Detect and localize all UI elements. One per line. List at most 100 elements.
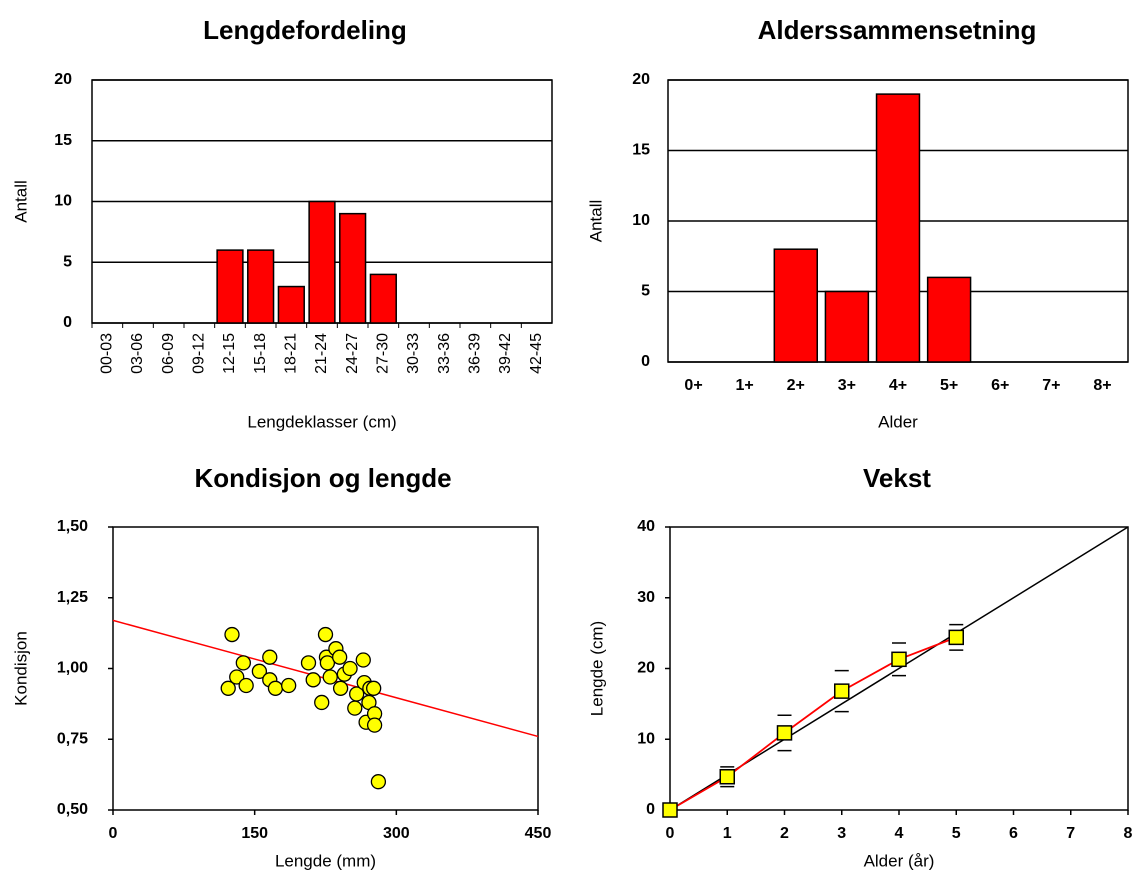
point — [251, 663, 268, 679]
x-tick-label: 1+ — [736, 377, 754, 394]
point — [317, 626, 334, 643]
point — [370, 774, 387, 790]
x-tick-label: 7+ — [1042, 377, 1060, 394]
point — [238, 677, 254, 694]
y-tick-label: 20 — [632, 71, 650, 88]
y-tick-label: 10 — [637, 730, 655, 747]
point — [366, 680, 382, 696]
x-tick-label: 450 — [525, 825, 552, 842]
y-axis-label: Antall — [586, 200, 605, 243]
x-tick-label: 1 — [723, 825, 732, 842]
point — [281, 677, 297, 694]
x-tick-label: 27-30 — [375, 333, 392, 374]
x-axis-label: Lengdeklasser (cm) — [247, 412, 396, 431]
y-tick-label: 15 — [632, 142, 650, 159]
x-tick-label: 2 — [780, 825, 789, 842]
x-tick-label: 0+ — [684, 377, 702, 394]
x-axis-label: Alder (år) — [864, 851, 935, 870]
y-tick-label: 30 — [637, 589, 655, 606]
point — [347, 700, 363, 716]
marker — [948, 629, 964, 646]
x-tick-label: 39-42 — [497, 333, 514, 374]
bar — [339, 212, 367, 324]
x-tick-label: 06-09 — [160, 333, 177, 374]
y-tick-label: 10 — [632, 212, 650, 229]
x-tick-label: 3 — [837, 825, 846, 842]
x-tick-label: 8 — [1124, 825, 1133, 842]
y-axis-label: Antall — [11, 180, 30, 223]
y-tick-label: 0,75 — [57, 730, 88, 747]
bar — [773, 248, 818, 363]
bar — [875, 93, 921, 363]
point — [229, 669, 245, 685]
x-tick-label: 21-24 — [313, 333, 330, 374]
chart-title: Lengdefordeling — [203, 15, 407, 45]
marker — [719, 768, 735, 785]
point — [300, 655, 317, 671]
y-tick-label: 40 — [637, 518, 655, 535]
y-tick-label: 5 — [63, 253, 72, 270]
bar — [216, 249, 244, 324]
series-line — [669, 636, 957, 811]
x-tick-label: 2+ — [787, 377, 805, 394]
point — [355, 652, 371, 668]
point — [349, 686, 365, 702]
bar — [369, 273, 397, 324]
x-tick-label: 33-36 — [436, 333, 453, 374]
error-bar — [949, 623, 964, 651]
point — [342, 660, 358, 677]
x-axis-label: Alder — [878, 412, 918, 431]
y-tick-label: 0,50 — [57, 801, 88, 818]
x-tick-label: 6 — [1009, 825, 1018, 842]
marker — [662, 802, 678, 818]
x-tick-label: 7 — [1066, 825, 1075, 842]
point — [235, 655, 251, 671]
y-axis-label: Lengde (cm) — [587, 621, 606, 716]
error-bar — [892, 642, 906, 677]
chart: Lengdefordeling Lengdeklasser (cm) Antall 0… — [11, 15, 553, 431]
y-tick-label: 20 — [54, 71, 72, 88]
marker — [834, 683, 850, 699]
chart-title: Kondisjon og lengde — [194, 463, 451, 493]
y-axis-label: Kondisjon — [11, 631, 30, 706]
error-bar — [720, 766, 735, 788]
error-bar — [834, 669, 849, 713]
bar — [308, 200, 336, 324]
point — [332, 680, 349, 696]
point — [224, 626, 240, 643]
x-axis-label: Lengde (mm) — [275, 851, 376, 870]
point — [314, 694, 330, 711]
point — [220, 680, 236, 696]
y-tick-label: 1,50 — [57, 518, 88, 535]
point — [332, 649, 348, 665]
x-tick-label: 36-39 — [467, 333, 484, 374]
x-tick-label: 300 — [383, 825, 410, 842]
x-tick-label: 8+ — [1093, 377, 1111, 394]
x-tick-label: 30-33 — [405, 333, 422, 374]
marker — [891, 651, 907, 668]
y-tick-label: 0 — [63, 314, 72, 331]
x-tick-label: 5+ — [940, 377, 958, 394]
x-tick-label: 150 — [241, 825, 268, 842]
x-tick-label: 15-18 — [252, 333, 269, 374]
x-tick-label: 6+ — [991, 377, 1009, 394]
y-tick-label: 20 — [637, 660, 655, 677]
y-tick-label: 1,25 — [57, 589, 88, 606]
x-tick-label: 5 — [952, 825, 961, 842]
point — [319, 655, 336, 671]
x-tick-label: 4+ — [889, 377, 907, 394]
x-tick-label: 3+ — [838, 377, 856, 394]
point — [267, 680, 284, 696]
bar — [824, 290, 870, 363]
y-tick-label: 1,00 — [57, 660, 88, 677]
bar — [247, 249, 275, 324]
chart-title: Vekst — [863, 463, 931, 493]
x-tick-label: 00-03 — [99, 333, 116, 374]
y-tick-label: 15 — [54, 132, 72, 149]
x-tick-label: 0 — [109, 825, 118, 842]
point — [322, 669, 338, 685]
error-bar — [777, 714, 792, 752]
x-tick-label: 12-15 — [221, 333, 238, 374]
y-tick-label: 5 — [641, 283, 650, 300]
